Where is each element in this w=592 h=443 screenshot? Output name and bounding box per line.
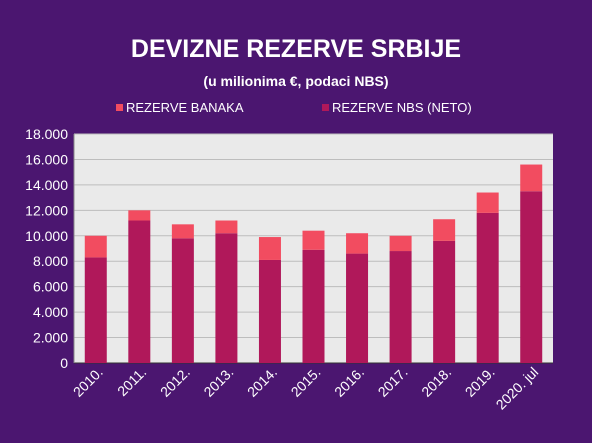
y-tick-label: 4.000 xyxy=(33,304,68,320)
bar-rezerve-nbs-neto xyxy=(258,259,281,363)
y-tick-label: 8.000 xyxy=(33,253,68,269)
x-tick-label: 2011. xyxy=(114,364,149,399)
bar-rezerve-nbs-neto xyxy=(389,251,412,363)
chart-title: DEVIZNE REZERVE SRBIJE xyxy=(131,35,461,63)
y-tick-label: 10.000 xyxy=(25,228,68,244)
bar-rezerve-nbs-neto xyxy=(128,220,151,363)
bar-rezerve-nbs-neto xyxy=(433,240,456,363)
x-tick-label: 2015. xyxy=(288,364,324,400)
x-tick-label: 2016. xyxy=(331,364,367,400)
x-tick-label: 2013. xyxy=(200,364,236,400)
x-axis: 2010. 2011. 2012. 2013. 2014. 2015. 2016. 2017.… xyxy=(70,364,542,413)
bar-rezerve-banaka xyxy=(215,220,238,234)
x-tick-label: 2019. xyxy=(462,364,498,400)
y-tick-label: 6.000 xyxy=(33,279,68,295)
y-tick-label: 16.000 xyxy=(25,151,68,167)
bar-rezerve-nbs-neto xyxy=(476,212,499,363)
x-tick-label: 2010. xyxy=(70,364,106,400)
bar-rezerve-nbs-neto xyxy=(520,191,543,363)
bar-rezerve-nbs-neto xyxy=(215,233,238,363)
y-tick-label: 12.000 xyxy=(25,202,68,218)
bar-rezerve-nbs-neto xyxy=(84,257,107,363)
bars xyxy=(84,164,543,363)
y-axis: 0 2.000 4.000 6.000 8.000 10.000 12.000 14.000 1… xyxy=(25,126,68,371)
legend: REZERVE BANAKA REZERVE NBS (NETO) xyxy=(116,100,472,115)
x-tick-label: 2014. xyxy=(244,364,280,400)
y-tick-label: 14.000 xyxy=(25,177,68,193)
legend-label-rezerve-nbs-neto: REZERVE NBS (NETO) xyxy=(332,100,472,115)
bar-rezerve-banaka xyxy=(520,164,543,192)
bar-rezerve-banaka xyxy=(84,235,107,258)
y-tick-label: 2.000 xyxy=(33,330,68,346)
bar-rezerve-banaka xyxy=(389,235,412,252)
legend-swatch-rezerve-banaka xyxy=(116,104,123,111)
bar-rezerve-banaka xyxy=(476,192,499,213)
x-tick-label: 2020. jul xyxy=(493,364,542,413)
x-tick-label: 2018. xyxy=(418,364,454,400)
bar-rezerve-banaka xyxy=(258,237,281,260)
bar-rezerve-nbs-neto xyxy=(302,249,325,363)
bar-rezerve-banaka xyxy=(302,230,325,250)
bar-rezerve-banaka xyxy=(171,224,194,239)
legend-label-rezerve-banaka: REZERVE BANAKA xyxy=(126,100,244,115)
x-tick-label: 2012. xyxy=(157,364,193,400)
y-tick-label: 0 xyxy=(60,355,68,371)
y-tick-label: 18.000 xyxy=(25,126,68,142)
bar-rezerve-banaka xyxy=(128,210,151,221)
bar-rezerve-banaka xyxy=(346,233,369,254)
legend-swatch-rezerve-nbs-neto xyxy=(322,104,329,111)
bar-rezerve-banaka xyxy=(433,219,456,241)
x-tick-label: 2017. xyxy=(375,364,411,400)
bar-rezerve-nbs-neto xyxy=(346,253,369,363)
bar-rezerve-nbs-neto xyxy=(171,238,194,363)
chart-subtitle: (u milionima €, podaci NBS) xyxy=(203,73,388,89)
